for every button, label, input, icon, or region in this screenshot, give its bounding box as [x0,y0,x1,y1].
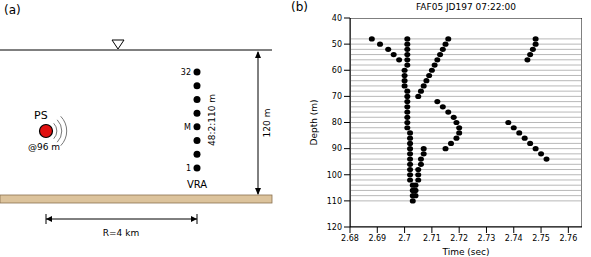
svg-text:2.76: 2.76 [559,234,577,243]
svg-text:M: M [184,123,191,132]
html-text:FAF05 JD197 07:22:00: FAF05 JD197 07:22:00 [416,2,516,12]
svg-text:120 m: 120 m [262,109,272,138]
svg-text:100: 100 [327,171,342,180]
svg-text:R=4 km: R=4 km [103,228,139,238]
svg-text:2.69: 2.69 [368,234,386,243]
svg-text:2.71: 2.71 [423,234,441,243]
svg-text:VRA: VRA [187,179,207,190]
svg-text:PS: PS [34,109,48,122]
svg-text:50: 50 [332,40,342,49]
svg-text:2.68: 2.68 [341,234,359,243]
svg-text:70: 70 [332,92,342,101]
svg-text:90: 90 [332,144,342,153]
svg-text:32: 32 [181,68,191,77]
html-text:(b): (b) [291,0,308,14]
svg-text:60: 60 [332,66,342,75]
svg-text:2.72: 2.72 [450,234,468,243]
svg-text:120: 120 [327,223,342,232]
svg-text:2.74: 2.74 [505,234,523,243]
svg-text:2.7: 2.7 [398,234,411,243]
svg-text:40: 40 [332,14,342,23]
svg-text:2.73: 2.73 [478,234,496,243]
svg-text:1: 1 [186,164,191,173]
svg-text:Depth (m): Depth (m) [309,99,319,145]
svg-text:110: 110 [327,197,342,206]
svg-text:@96 m: @96 m [28,142,60,152]
svg-text:80: 80 [332,118,342,127]
svg-text:48:2:110 m: 48:2:110 m [207,94,217,146]
svg-text:2.75: 2.75 [532,234,550,243]
svg-text:(a): (a) [4,3,21,17]
svg-text:Time (sec): Time (sec) [441,247,489,257]
